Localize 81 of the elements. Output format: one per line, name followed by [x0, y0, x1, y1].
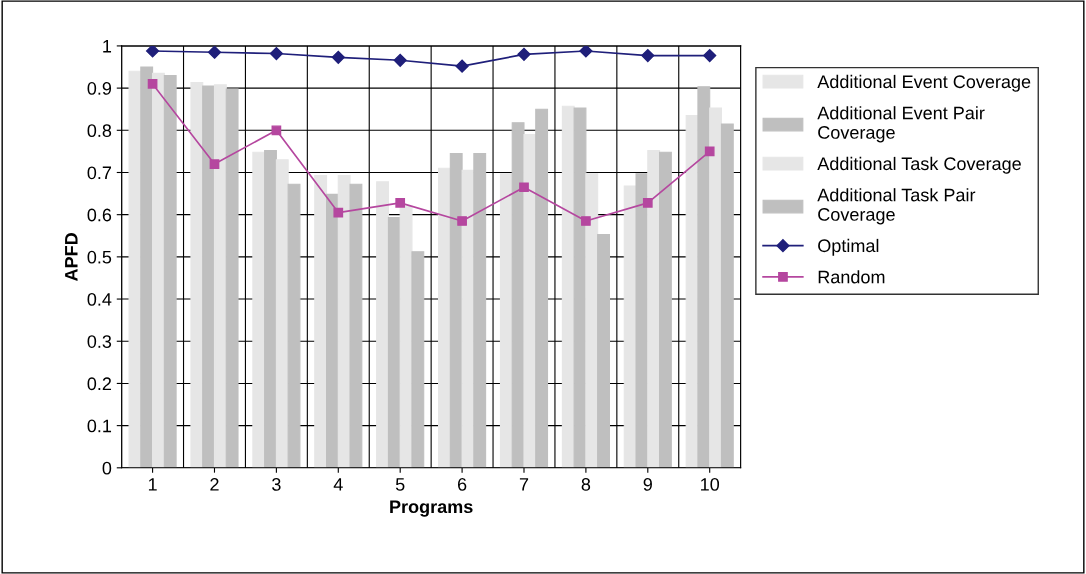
bar [213, 84, 227, 468]
x-tick-label: 5 [395, 478, 405, 491]
bar [264, 149, 277, 468]
legend-label: Random [818, 270, 885, 284]
bar [473, 152, 487, 468]
bar [387, 217, 401, 468]
bar [635, 173, 649, 468]
x-tick-label: 4 [333, 478, 343, 491]
bar [597, 233, 610, 468]
legend-label: Additional Task Coverage [817, 156, 1021, 174]
legend-label: Additional Event Pair Coverage [817, 106, 985, 143]
x-tick-label: 6 [457, 478, 467, 491]
x-tick-label: 1 [148, 478, 157, 491]
point [642, 198, 653, 208]
point [519, 182, 529, 193]
bar [140, 66, 154, 468]
bar [411, 251, 425, 468]
bar [697, 86, 711, 468]
y-tick-label: 1 [103, 40, 112, 53]
point [395, 198, 406, 208]
point [333, 207, 344, 218]
y-tick-label: 0.9 [87, 82, 112, 95]
point [393, 53, 407, 67]
bar [709, 107, 723, 468]
bar [461, 169, 475, 468]
bar [535, 108, 549, 468]
point [641, 49, 655, 63]
legend-label: Optimal [818, 238, 879, 256]
bar [376, 181, 389, 468]
point [579, 45, 593, 58]
point [271, 125, 282, 136]
bar [349, 183, 363, 468]
y-tick-label: 0.1 [87, 419, 112, 433]
x-tick-label: 10 [701, 478, 720, 491]
bar [202, 85, 216, 468]
bar [499, 173, 513, 468]
bar [152, 72, 165, 468]
bar [325, 193, 339, 468]
x-axis-title: Programs [390, 500, 473, 517]
bar [128, 70, 142, 468]
bar [225, 88, 239, 468]
point [207, 45, 222, 59]
y-tick-label: 0 [102, 461, 112, 475]
x-tick-label: 7 [519, 478, 529, 491]
y-tick-label: 0.8 [87, 124, 112, 138]
point [209, 159, 220, 169]
bar [190, 82, 204, 468]
y-axis-title: APFD [65, 233, 78, 281]
point [517, 47, 531, 61]
point [331, 50, 345, 64]
bar [573, 107, 587, 468]
bar [659, 151, 672, 468]
x-tick-label: 2 [210, 478, 219, 491]
legend-label: Additional Task Pair Coverage [817, 188, 976, 225]
bar [720, 123, 734, 468]
point [581, 216, 591, 226]
x-tick-label: 3 [272, 478, 281, 491]
y-tick-label: 0.3 [87, 335, 112, 348]
bar [252, 151, 266, 468]
y-tick-label: 0.2 [87, 377, 112, 391]
y-tick-label: 0.5 [87, 250, 112, 264]
bar [585, 173, 599, 468]
x-tick-label: 8 [581, 478, 591, 491]
point [457, 216, 467, 226]
bar [314, 174, 328, 468]
y-tick-label: 0.4 [87, 292, 112, 306]
bar [287, 183, 301, 468]
y-tick-label: 0.7 [87, 166, 112, 180]
y-tick-label: 0.6 [87, 208, 112, 222]
point [455, 59, 469, 73]
point [145, 45, 160, 58]
point [147, 79, 158, 89]
bar [163, 74, 177, 468]
point [269, 46, 283, 61]
point [703, 49, 717, 63]
point [704, 146, 715, 157]
bar [438, 167, 451, 468]
legend-label: Additional Event Coverage [817, 74, 1031, 92]
bar [523, 133, 537, 468]
bar [647, 149, 661, 468]
x-tick-label: 9 [643, 478, 652, 491]
